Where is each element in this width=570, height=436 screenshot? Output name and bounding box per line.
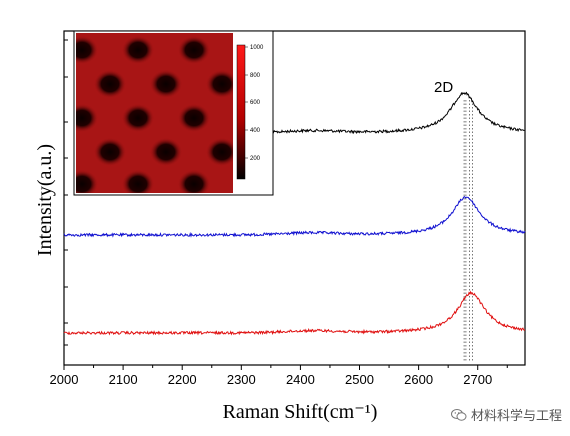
inset-hole xyxy=(178,36,210,64)
x-tick-label: 2600 xyxy=(404,372,433,387)
x-tick-label: 2100 xyxy=(109,372,138,387)
plot-frame xyxy=(63,30,526,366)
inset-hole xyxy=(150,70,182,98)
spectra xyxy=(63,91,526,336)
colorbar-tick-label: 600 xyxy=(250,100,261,106)
inset-hole xyxy=(150,138,182,166)
inset-hole xyxy=(94,138,126,166)
y-axis-title: Intensity(a.u.) xyxy=(34,144,56,256)
x-axis-title: Raman Shift(cm⁻¹) xyxy=(223,401,378,423)
colorbar xyxy=(236,44,246,180)
inset-hole xyxy=(206,138,233,166)
inset-hole xyxy=(76,104,98,132)
inset-hole xyxy=(178,104,210,132)
x-tick-label: 2300 xyxy=(227,372,256,387)
x-tick-label: 2200 xyxy=(168,372,197,387)
colorbar-tick-label: 1000 xyxy=(250,45,264,51)
y-axis-ticks xyxy=(64,39,68,346)
inset-hole xyxy=(76,170,98,193)
colorbar-ticks: 1000 800 600 400 200 xyxy=(245,45,264,162)
inset-hole xyxy=(122,36,154,64)
x-tick-label: 2000 xyxy=(50,372,79,387)
watermark-text: 材料科学与工程 xyxy=(470,409,562,424)
colorbar-tick-label: 400 xyxy=(250,128,261,134)
x-axis-ticks: 2000 2100 2200 2300 2400 2500 2600 2700 xyxy=(50,365,508,387)
inset-hole xyxy=(178,170,210,193)
inset-hole xyxy=(94,70,126,98)
inset-heatmap: 1000 800 600 400 200 xyxy=(73,30,274,196)
inset-hole xyxy=(122,170,154,193)
colorbar-tick-label: 200 xyxy=(250,156,261,162)
colorbar-tick-label: 800 xyxy=(250,73,261,79)
watermark: 材料科学与工程 xyxy=(450,405,562,424)
x-tick-label: 2400 xyxy=(286,372,315,387)
x-tick-label: 2700 xyxy=(463,372,492,387)
wechat-icon xyxy=(450,408,467,421)
inset-hole xyxy=(122,104,154,132)
inset-hole xyxy=(76,36,98,64)
spectrum-line xyxy=(63,196,526,238)
peak-reference-lines xyxy=(463,100,473,362)
spectrum-line xyxy=(229,91,525,135)
x-tick-label: 2500 xyxy=(345,372,374,387)
spectrum-line xyxy=(63,290,526,336)
inset-hole xyxy=(206,70,233,98)
peak-label: 2D xyxy=(434,79,453,96)
